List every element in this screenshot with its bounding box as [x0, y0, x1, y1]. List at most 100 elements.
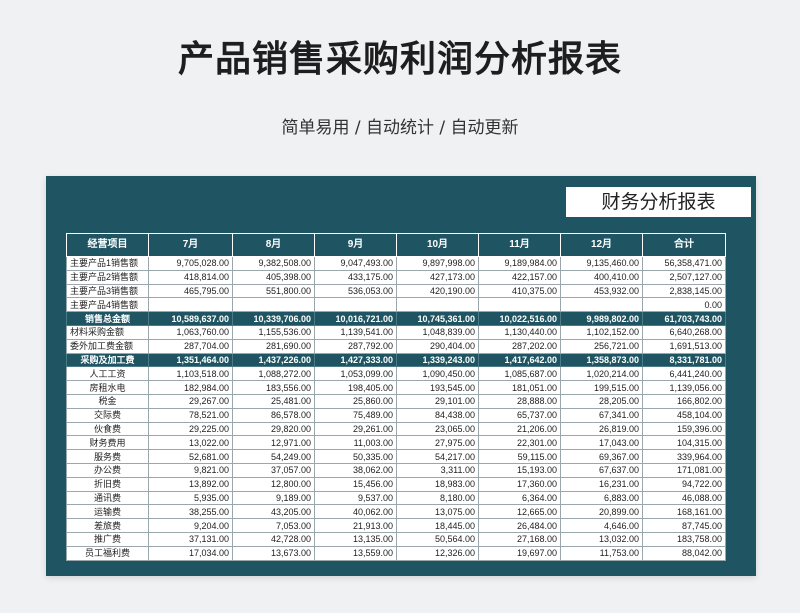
table-row: 伙食费 29,225.00 29,820.00 29,261.00 23,065.00 2… [66, 421, 726, 437]
table-cell: 1,085,687.00 [478, 366, 561, 382]
table-cell: 1,139,541.00 [314, 324, 397, 340]
table-cell: 9,047,493.00 [314, 256, 397, 271]
table-subtotal-row: 销售总金额 10,589,637.00 10,339,706.00 10,016,72… [66, 311, 726, 326]
table-cell: 10,339,706.00 [232, 311, 315, 326]
table-cell: 29,225.00 [148, 421, 233, 437]
table-cell: 40,062.00 [314, 504, 397, 520]
table-cell: 1,417,642.00 [478, 352, 561, 368]
table-cell: 29,101.00 [396, 393, 479, 409]
row-label: 推广费 [66, 531, 149, 547]
table-cell: 422,157.00 [478, 269, 561, 285]
table-cell: 87,745.00 [642, 518, 726, 533]
table-row: 财务费用 13,022.00 12,971.00 11,003.00 27,975.00… [66, 435, 726, 451]
table-cell: 61,703,743.00 [642, 311, 726, 326]
table-row: 主要产品1销售额 9,705,028.00 9,382,508.00 9,047,49… [66, 256, 726, 271]
table-cell: 13,022.00 [148, 435, 233, 451]
table-cell: 26,484.00 [478, 518, 561, 533]
table-cell: 159,396.00 [642, 421, 726, 437]
table-cell: 1,155,536.00 [232, 324, 315, 340]
row-label: 主要产品4销售额 [66, 297, 149, 313]
column-header: 12月 [560, 233, 643, 257]
table-cell: 11,753.00 [560, 545, 643, 561]
column-header: 合计 [642, 233, 726, 257]
table-cell: 551,800.00 [232, 283, 315, 299]
table-cell: 0.00 [642, 297, 726, 313]
table-cell: 67,637.00 [560, 462, 643, 478]
table-cell: 37,131.00 [148, 531, 233, 547]
table-cell: 59,115.00 [478, 449, 561, 464]
table-row: 折旧费 13,892.00 12,800.00 15,456.00 18,983.00 1… [66, 476, 726, 492]
table-cell: 29,820.00 [232, 421, 315, 437]
row-label: 房租水电 [66, 380, 149, 395]
row-label: 通讯费 [66, 490, 149, 506]
table-cell: 1,102,152.00 [560, 324, 643, 340]
table-cell [396, 297, 479, 313]
table-cell: 9,821.00 [148, 462, 233, 478]
page-title: 产品销售采购利润分析报表 [177, 39, 622, 80]
table-cell: 405,398.00 [232, 269, 315, 285]
table-cell [478, 297, 561, 313]
table-cell: 21,913.00 [314, 518, 397, 533]
row-label: 主要产品1销售额 [66, 256, 149, 271]
table-cell: 12,800.00 [232, 476, 315, 492]
table-cell: 193,545.00 [396, 380, 479, 395]
table-cell: 10,016,721.00 [314, 311, 397, 326]
table-cell: 78,521.00 [148, 407, 233, 423]
table-cell: 15,193.00 [478, 462, 561, 478]
table-cell: 6,364.00 [478, 490, 561, 506]
table-row: 委外加工费金额 287,704.00 281,690.00 287,792.00 290… [66, 338, 726, 354]
table-row: 差旅费 9,204.00 7,053.00 21,913.00 18,445.00 26,… [66, 518, 726, 533]
spreadsheet-preview: 财务分析报表 经营项目 7月 8月 9月 10月 11月 12月 合计 主要产品1销售额 9,7… [46, 176, 756, 576]
table-cell: 9,204.00 [148, 518, 233, 533]
column-header: 9月 [314, 233, 397, 257]
table-cell: 9,537.00 [314, 490, 397, 506]
row-label: 财务费用 [66, 435, 149, 451]
table-cell: 9,897,998.00 [396, 256, 479, 271]
table-cell: 10,745,361.00 [396, 311, 479, 326]
row-label: 材料采购金额 [66, 324, 149, 340]
page-subtitle: 简单易用 / 自动统计 / 自动更新 [281, 118, 519, 138]
row-label: 主要产品3销售额 [66, 283, 149, 299]
table-cell: 1,090,450.00 [396, 366, 479, 382]
column-header: 8月 [232, 233, 315, 257]
table-cell: 2,507,127.00 [642, 269, 726, 285]
table-cell: 19,697.00 [478, 545, 561, 561]
table-cell: 20,899.00 [560, 504, 643, 520]
table-cell: 183,556.00 [232, 380, 315, 395]
table-cell: 13,673.00 [232, 545, 315, 561]
table-cell: 52,681.00 [148, 449, 233, 464]
table-cell [314, 297, 397, 313]
table-cell: 37,057.00 [232, 462, 315, 478]
table-cell: 7,053.00 [232, 518, 315, 533]
table-cell: 8,180.00 [396, 490, 479, 506]
table-cell: 86,578.00 [232, 407, 315, 423]
row-label: 交际费 [66, 407, 149, 423]
table-cell: 256,721.00 [560, 338, 643, 354]
table-row: 材料采购金额 1,063,760.00 1,155,536.00 1,139,541.… [66, 324, 726, 340]
table-cell: 13,135.00 [314, 531, 397, 547]
table-row: 主要产品3销售额 465,795.00 551,800.00 536,053.00 42… [66, 283, 726, 299]
table-cell: 4,646.00 [560, 518, 643, 533]
table-cell: 1,339,243.00 [396, 352, 479, 368]
row-label: 办公费 [66, 462, 149, 478]
table-cell: 182,984.00 [148, 380, 233, 395]
table-row: 员工福利费 17,034.00 13,673.00 13,559.00 12,326.0… [66, 545, 726, 561]
table-cell: 1,130,440.00 [478, 324, 561, 340]
table-cell: 410,375.00 [478, 283, 561, 299]
table-cell: 25,481.00 [232, 393, 315, 409]
column-header: 10月 [396, 233, 479, 257]
table-cell: 290,404.00 [396, 338, 479, 354]
table-row: 主要产品2销售额 418,814.00 405,398.00 433,175.00 42… [66, 269, 726, 285]
table-cell: 6,883.00 [560, 490, 643, 506]
table-cell: 458,104.00 [642, 407, 726, 423]
table-cell: 418,814.00 [148, 269, 233, 285]
row-label: 员工福利费 [66, 545, 149, 561]
table-cell: 17,043.00 [560, 435, 643, 451]
table-cell: 420,190.00 [396, 283, 479, 299]
table-cell [560, 297, 643, 313]
table-cell: 67,341.00 [560, 407, 643, 423]
table-cell: 54,249.00 [232, 449, 315, 464]
table-cell: 54,217.00 [396, 449, 479, 464]
table-row: 交际费 78,521.00 86,578.00 75,489.00 84,438.00 6… [66, 407, 726, 423]
table-cell: 94,722.00 [642, 476, 726, 492]
